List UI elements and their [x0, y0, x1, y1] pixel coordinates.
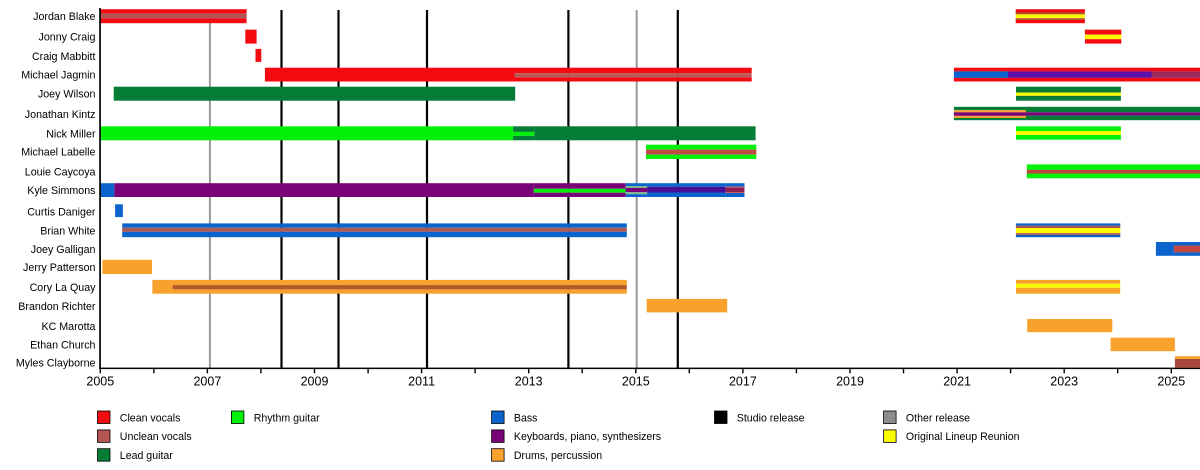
svg-text:Unclean vocals: Unclean vocals [120, 431, 192, 443]
svg-text:Joey Galligan: Joey Galligan [31, 244, 96, 256]
svg-text:Joey Wilson: Joey Wilson [38, 89, 96, 101]
svg-text:Jonathan Kintz: Jonathan Kintz [25, 109, 96, 121]
svg-text:Michael Jagmin: Michael Jagmin [21, 70, 95, 82]
svg-text:Jerry Patterson: Jerry Patterson [23, 262, 96, 274]
svg-text:2015: 2015 [622, 375, 650, 389]
svg-text:Michael Labelle: Michael Labelle [21, 147, 95, 159]
svg-text:Craig Mabbitt: Craig Mabbitt [32, 51, 96, 63]
svg-text:Drums, percussion: Drums, percussion [514, 450, 602, 462]
svg-text:Myles Clayborne: Myles Clayborne [16, 357, 96, 369]
svg-text:Original Lineup Reunion: Original Lineup Reunion [906, 431, 1020, 443]
svg-text:2021: 2021 [943, 375, 971, 389]
svg-text:Jonny Craig: Jonny Craig [38, 32, 95, 44]
svg-text:Cory La Quay: Cory La Quay [30, 282, 97, 294]
svg-text:Brian White: Brian White [40, 225, 95, 237]
svg-text:2009: 2009 [301, 375, 329, 389]
svg-text:Ethan Church: Ethan Church [30, 340, 95, 352]
svg-text:Rhythm guitar: Rhythm guitar [254, 412, 320, 424]
svg-text:Bass: Bass [514, 412, 538, 424]
svg-text:2011: 2011 [408, 375, 435, 389]
svg-text:Jordan Blake: Jordan Blake [33, 11, 95, 23]
svg-text:2025: 2025 [1157, 375, 1185, 389]
svg-text:KC Marotta: KC Marotta [41, 321, 95, 333]
svg-text:Other release: Other release [906, 412, 970, 424]
svg-text:2013: 2013 [515, 375, 543, 389]
svg-text:2005: 2005 [86, 375, 114, 389]
svg-text:Louie Caycoya: Louie Caycoya [25, 166, 96, 178]
svg-text:Clean vocals: Clean vocals [120, 412, 181, 424]
svg-text:Curtis Daniger: Curtis Daniger [27, 206, 96, 218]
svg-text:Keyboards, piano, synthesizers: Keyboards, piano, synthesizers [514, 431, 661, 443]
svg-text:2017: 2017 [729, 375, 757, 389]
svg-text:2007: 2007 [193, 375, 221, 389]
svg-text:Lead guitar: Lead guitar [120, 450, 173, 462]
svg-text:Brandon Richter: Brandon Richter [18, 301, 96, 313]
svg-text:2023: 2023 [1050, 375, 1078, 389]
svg-text:Kyle Simmons: Kyle Simmons [27, 185, 95, 197]
svg-text:Studio release: Studio release [737, 412, 805, 424]
svg-text:2019: 2019 [836, 375, 864, 389]
svg-text:Nick Miller: Nick Miller [46, 128, 96, 140]
